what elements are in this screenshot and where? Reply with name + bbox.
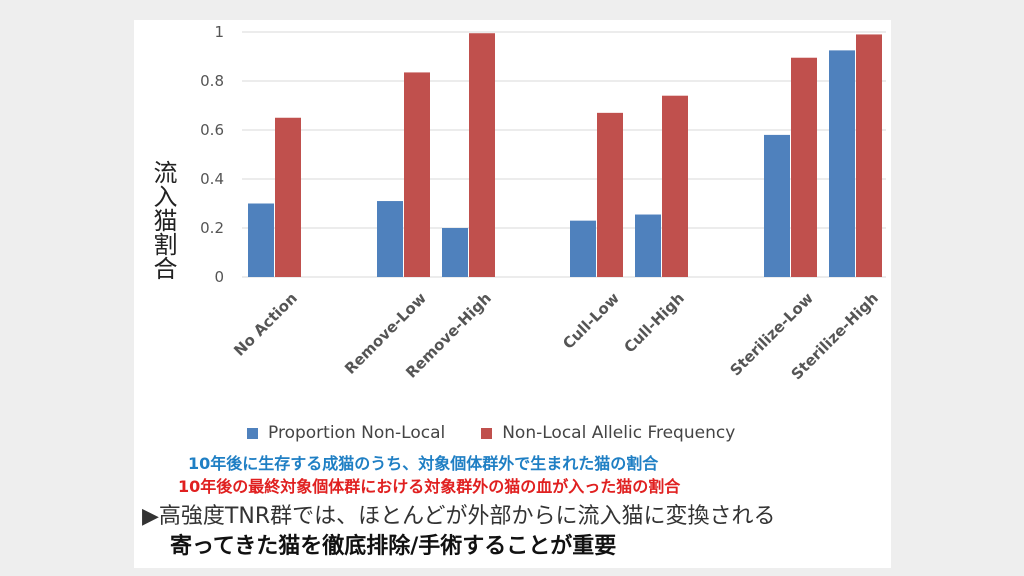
y-tick-label: 0.8: [200, 72, 224, 90]
bar-allelic: [469, 33, 495, 277]
bar-proportion: [570, 220, 596, 277]
bar-proportion: [635, 214, 661, 277]
bar-allelic: [856, 34, 882, 278]
conclusion-line-2: 寄ってきた猫を徹底排除/手術することが重要: [170, 534, 617, 559]
bar-allelic: [404, 72, 430, 277]
slide: 0 0.2 0.4 0.6 0.8 1 No Action Remove-Low Remove…: [134, 20, 891, 568]
y-axis-label: 流入猫割合: [149, 160, 177, 280]
y-tick-label: 0.4: [200, 170, 224, 188]
legend-label-proportion: Proportion Non-Local: [268, 423, 446, 443]
legend-item-proportion: Proportion Non-Local: [247, 423, 445, 443]
bar-proportion: [829, 50, 855, 277]
note-blue: 10年後に生存する成猫のうち、対象個体群外で生まれた猫の割合: [188, 454, 659, 473]
x-category-label: Cull-High: [620, 289, 687, 356]
x-category-label: No Action: [230, 289, 301, 360]
bar-chart: 0 0.2 0.4 0.6 0.8 1 No Action Remove-LowRemove…: [200, 23, 886, 383]
y-tick-label: 1: [214, 23, 224, 41]
bar-proportion: [764, 134, 790, 277]
x-category-label: Cull-Low: [559, 289, 623, 353]
y-tick-label: 0: [214, 268, 224, 286]
y-tick-label: 0.6: [200, 121, 224, 139]
bars: [248, 33, 882, 278]
legend-item-allelic: Non-Local Allelic Frequency: [481, 423, 735, 443]
legend-swatch-allelic: [481, 427, 493, 439]
bar-allelic: [597, 112, 623, 277]
bar-proportion: [442, 228, 468, 277]
bar-allelic: [791, 57, 817, 277]
legend-label-allelic: Non-Local Allelic Frequency: [502, 423, 736, 443]
bar-allelic: [275, 117, 301, 277]
note-red: 10年後の最終対象個体群における対象群外の猫の血が入った猫の割合: [178, 477, 681, 496]
y-tick-label: 0.2: [200, 219, 224, 237]
bar-proportion: [377, 201, 403, 277]
legend-swatch-proportion: [247, 427, 258, 439]
y-axis-ticks: 0 0.2 0.4 0.6 0.8 1: [200, 23, 224, 286]
bar-allelic: [662, 95, 688, 277]
legend: Proportion Non-Local Non-Local Allelic F…: [247, 422, 771, 444]
conclusion-line-1: ▶高強度TNR群では、ほとんどが外部からに流入猫に変換される: [142, 504, 776, 529]
bar-proportion: [248, 203, 274, 277]
